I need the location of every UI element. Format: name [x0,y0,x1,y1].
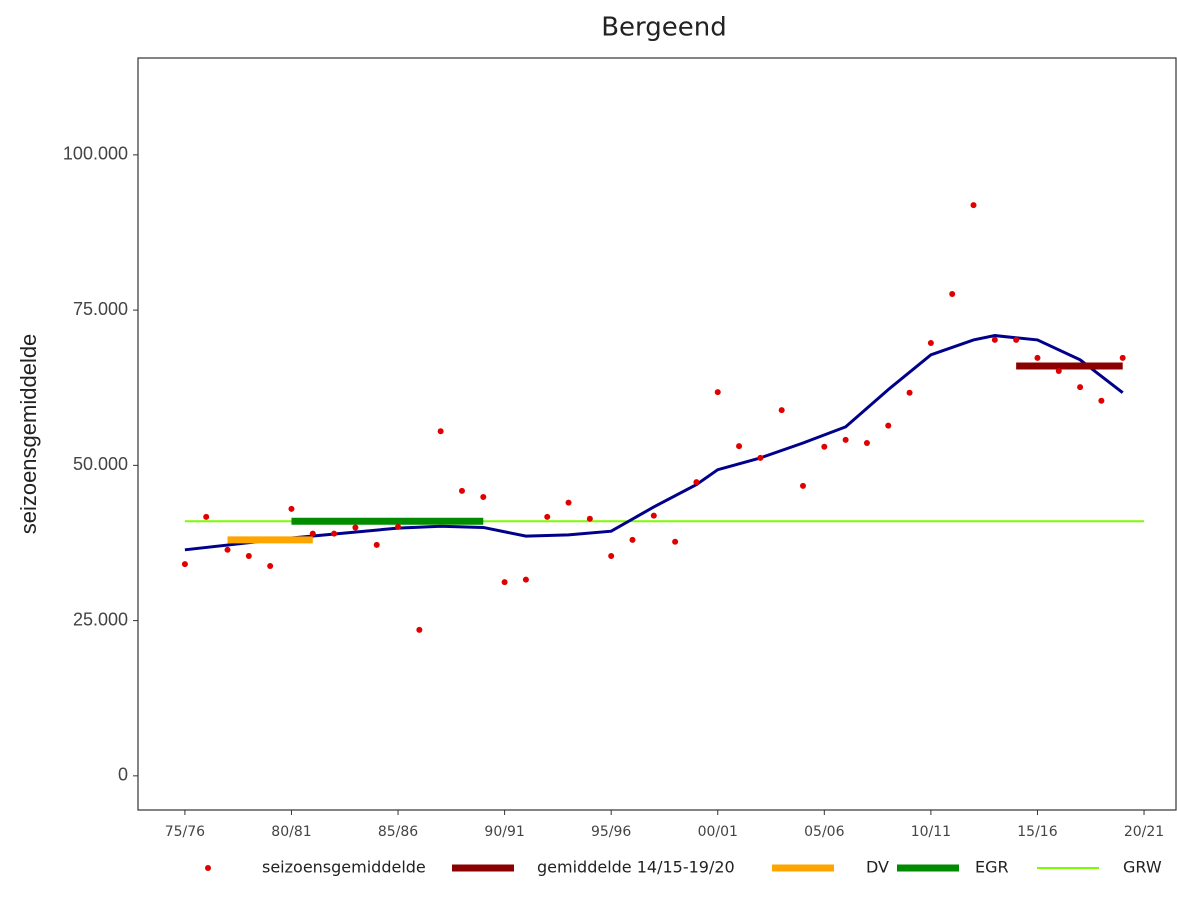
data-point [1013,336,1020,343]
y-tick-label: 100.000 [63,144,128,164]
x-tick-label: 90/91 [484,824,524,840]
data-point [565,499,572,506]
data-point [267,562,274,569]
data-point [1098,397,1105,404]
legend-label: gemiddelde 14/15-19/20 [537,858,735,877]
data-point [757,454,764,461]
x-tick-label: 80/81 [271,824,311,840]
legend-label: GRW [1123,858,1162,877]
trend-line [184,334,1124,552]
data-point [331,530,338,537]
y-tick-label: 25.000 [73,609,128,629]
data-point [1077,384,1084,391]
y-axis-label: seizoensgemiddelde [16,334,41,535]
x-tick-label: 20/21 [1124,824,1164,840]
data-point [203,513,210,520]
data-point [181,561,188,568]
legend-marker [205,865,211,871]
data-point [629,536,636,543]
data-point [522,576,529,583]
chart-title: Bergeend [601,13,727,43]
data-point [693,479,700,486]
data-point [586,515,593,522]
data-point [863,440,870,447]
legend-label: EGR [975,858,1009,877]
data-point [395,523,402,530]
x-tick-label: 00/01 [698,824,738,840]
data-point [885,422,892,429]
legend-label: DV [866,858,889,877]
data-point [288,505,295,512]
x-tick-label: 95/96 [591,824,631,840]
data-point [608,553,615,560]
data-point [1119,354,1126,361]
data-point [991,336,998,343]
data-point [1034,354,1041,361]
data-point [480,494,487,501]
data-point [842,436,849,443]
data-point [224,546,231,553]
x-tick-label: 05/06 [804,824,844,840]
data-point [650,512,657,519]
data-point [416,626,423,633]
data-point [672,538,679,545]
data-point [309,530,316,537]
y-tick-label: 0 [118,765,128,785]
data-point [373,541,380,548]
x-tick-label: 85/86 [378,824,418,840]
x-tick-label: 15/16 [1017,824,1057,840]
legend-label: seizoensgemiddelde [262,858,426,877]
data-point [821,443,828,450]
x-tick-label: 10/11 [911,824,951,840]
data-point [544,513,551,520]
data-point [778,407,785,414]
data-point [927,340,934,347]
data-point [501,579,508,586]
data-point [800,482,807,489]
plot-frame [137,57,1177,811]
data-point [714,389,721,396]
data-point [245,553,252,560]
data-point [352,524,359,531]
data-point [736,443,743,450]
x-tick-label: 75/76 [165,824,205,840]
data-point [906,389,913,396]
y-tick-label: 75.000 [73,299,128,319]
data-point [1055,367,1062,374]
data-point [949,290,956,297]
data-point [458,487,465,494]
y-tick-label: 50.000 [73,454,128,474]
data-point [970,202,977,209]
data-point [437,428,444,435]
